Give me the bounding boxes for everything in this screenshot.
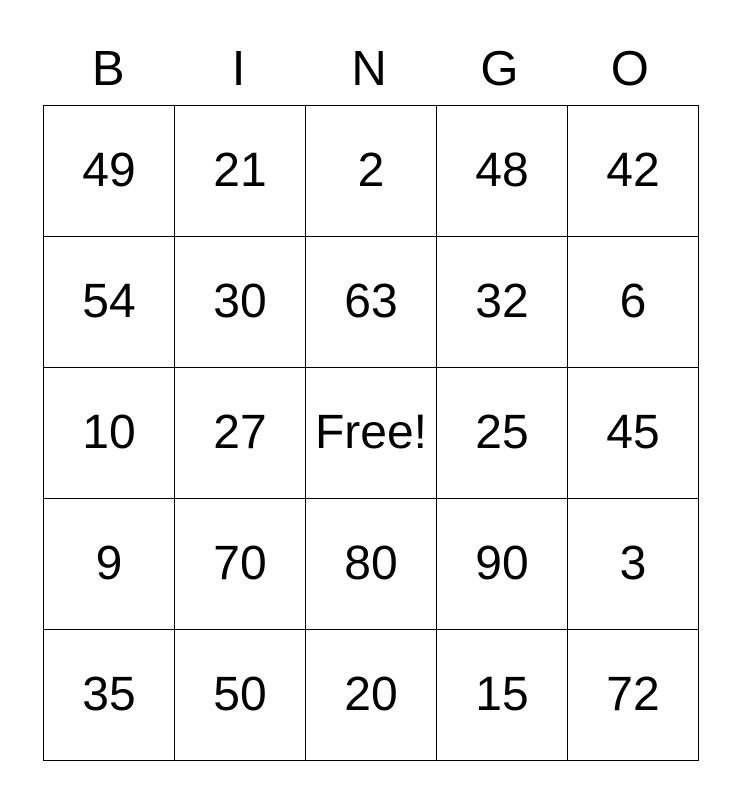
column-letter-o: O [610, 41, 649, 96]
grid-row: 9 70 80 90 3 [43, 498, 699, 630]
bingo-cell-r3-c3[interactable]: 90 [436, 498, 568, 630]
bingo-cell-r3-c2[interactable]: 80 [305, 498, 437, 630]
bingo-cell-r4-c4[interactable]: 72 [567, 629, 699, 761]
bingo-cell-r4-c0[interactable]: 35 [43, 629, 175, 761]
column-letter-n: N [351, 41, 387, 96]
grid-row: 54 30 63 32 6 [43, 236, 699, 368]
bingo-header: B I N G O [43, 34, 695, 104]
bingo-cell-r1-c3[interactable]: 32 [436, 236, 568, 368]
bingo-cell-r3-c0[interactable]: 9 [43, 498, 175, 630]
bingo-cell-r2-c0[interactable]: 10 [43, 367, 175, 499]
bingo-cell-r4-c2[interactable]: 20 [305, 629, 437, 761]
bingo-cell-r0-c0[interactable]: 49 [43, 105, 175, 237]
bingo-cell-r3-c1[interactable]: 70 [174, 498, 306, 630]
grid-row: 49 21 2 48 42 [43, 105, 699, 237]
bingo-grid: 49 21 2 48 42 54 30 63 32 6 10 27 Free! … [43, 105, 699, 761]
bingo-cell-r2-c3[interactable]: 25 [436, 367, 568, 499]
column-letter-g: G [480, 41, 519, 96]
bingo-cell-r0-c2[interactable]: 2 [305, 105, 437, 237]
grid-row: 35 50 20 15 72 [43, 629, 699, 761]
column-letter-b: B [91, 41, 125, 96]
grid-row: 10 27 Free! 25 45 [43, 367, 699, 499]
bingo-cell-r0-c3[interactable]: 48 [436, 105, 568, 237]
bingo-cell-r1-c1[interactable]: 30 [174, 236, 306, 368]
column-letter-i: I [231, 41, 246, 96]
bingo-cell-r4-c3[interactable]: 15 [436, 629, 568, 761]
bingo-cell-r0-c1[interactable]: 21 [174, 105, 306, 237]
bingo-cell-r2-c1[interactable]: 27 [174, 367, 306, 499]
bingo-cell-r2-c4[interactable]: 45 [567, 367, 699, 499]
free-cell[interactable]: Free! [305, 367, 437, 499]
bingo-cell-r3-c4[interactable]: 3 [567, 498, 699, 630]
bingo-cell-r1-c4[interactable]: 6 [567, 236, 699, 368]
bingo-cell-r4-c1[interactable]: 50 [174, 629, 306, 761]
bingo-cell-r0-c4[interactable]: 42 [567, 105, 699, 237]
bingo-cell-r1-c2[interactable]: 63 [305, 236, 437, 368]
bingo-cell-r1-c0[interactable]: 54 [43, 236, 175, 368]
